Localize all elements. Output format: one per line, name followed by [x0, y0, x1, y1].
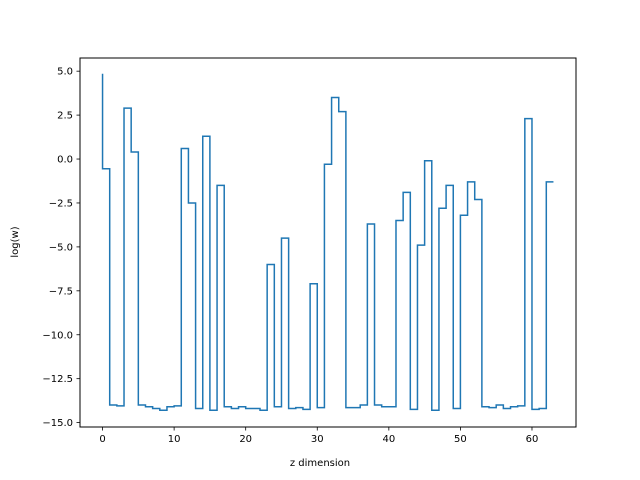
y-tick-label: 0.0 [57, 155, 73, 166]
x-tick-label: 0 [99, 434, 105, 445]
plot-area [101, 73, 554, 412]
series-line-0 [101, 73, 554, 412]
y-axis-ticks: 5.0 2.5 0.0 −2.5 −5.0 −7.5 −10.0 −12.5 −15.0 [42, 67, 80, 429]
x-tick-label: 30 [311, 434, 324, 445]
x-tick-label: 20 [239, 434, 252, 445]
y-tick-label: −5.0 [49, 242, 73, 253]
axes-frame [79, 57, 577, 428]
x-axis-label: z dimension [290, 458, 350, 469]
y-tick-label: −7.5 [49, 286, 73, 297]
y-tick-label: −15.0 [42, 418, 73, 429]
x-tick-label: 50 [454, 434, 467, 445]
y-tick-label: −12.5 [42, 374, 73, 385]
x-tick-label: 40 [382, 434, 395, 445]
y-axis-label: log(w) [10, 226, 21, 257]
x-axis-ticks: 0 10 20 30 40 50 60 [99, 427, 538, 445]
y-tick-label: −10.0 [42, 330, 73, 341]
x-tick-label: 10 [168, 434, 181, 445]
y-tick-label: −2.5 [49, 198, 73, 209]
x-tick-label: 60 [526, 434, 539, 445]
y-tick-label: 5.0 [57, 67, 73, 78]
y-tick-label: 2.5 [57, 111, 73, 122]
